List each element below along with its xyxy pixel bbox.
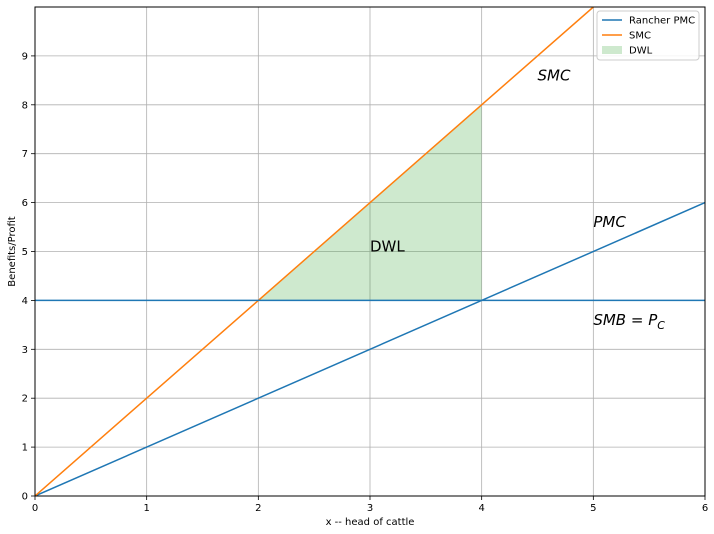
x-tick-label: 0: [32, 503, 38, 514]
y-tick-label: 8: [22, 100, 28, 111]
x-tick-label: 6: [702, 503, 708, 514]
annotation-smc: SMC: [538, 66, 571, 84]
y-tick-label: 0: [22, 492, 28, 503]
legend-label: DWL: [629, 46, 653, 57]
legend-label: Rancher PMC: [629, 16, 695, 27]
annotation-pmc: PMC: [593, 213, 626, 231]
series-line-rancher-pmc: [35, 201, 705, 496]
x-tick-label: 2: [255, 503, 261, 514]
legend-box: [596, 10, 700, 61]
legend-swatch: [602, 46, 622, 54]
annotation-smb: SMB = PC: [593, 311, 665, 332]
y-tick-label: 9: [22, 51, 28, 62]
y-axis-label: Benefits/Profit: [7, 216, 18, 286]
x-tick-label: 4: [478, 503, 484, 514]
y-tick-label: 6: [22, 198, 28, 209]
plot-area: [35, 7, 705, 496]
x-tick-label: 1: [143, 503, 149, 514]
y-tick-label: 5: [22, 247, 28, 258]
axis-ticks: 0 1 2 3 4 5 6 0 1 2 3 4 5 6 7 8 9: [22, 51, 709, 514]
x-tick-label: 3: [367, 503, 373, 514]
legend-label: SMC: [629, 31, 651, 42]
y-tick-label: 3: [22, 345, 28, 356]
series-line-smc: [35, 7, 594, 496]
annotation-dwl: DWL: [370, 238, 405, 256]
legend: Rancher PMC SMC DWL: [596, 10, 700, 61]
x-axis-label: x -- head of cattle: [326, 517, 415, 528]
y-tick-label: 4: [22, 296, 28, 307]
annotations: SMC PMC DWL SMB = PC: [370, 66, 665, 332]
y-tick-label: 2: [22, 394, 28, 405]
y-tick-label: 7: [22, 149, 28, 160]
x-tick-label: 5: [590, 503, 596, 514]
y-tick-label: 1: [22, 443, 28, 454]
